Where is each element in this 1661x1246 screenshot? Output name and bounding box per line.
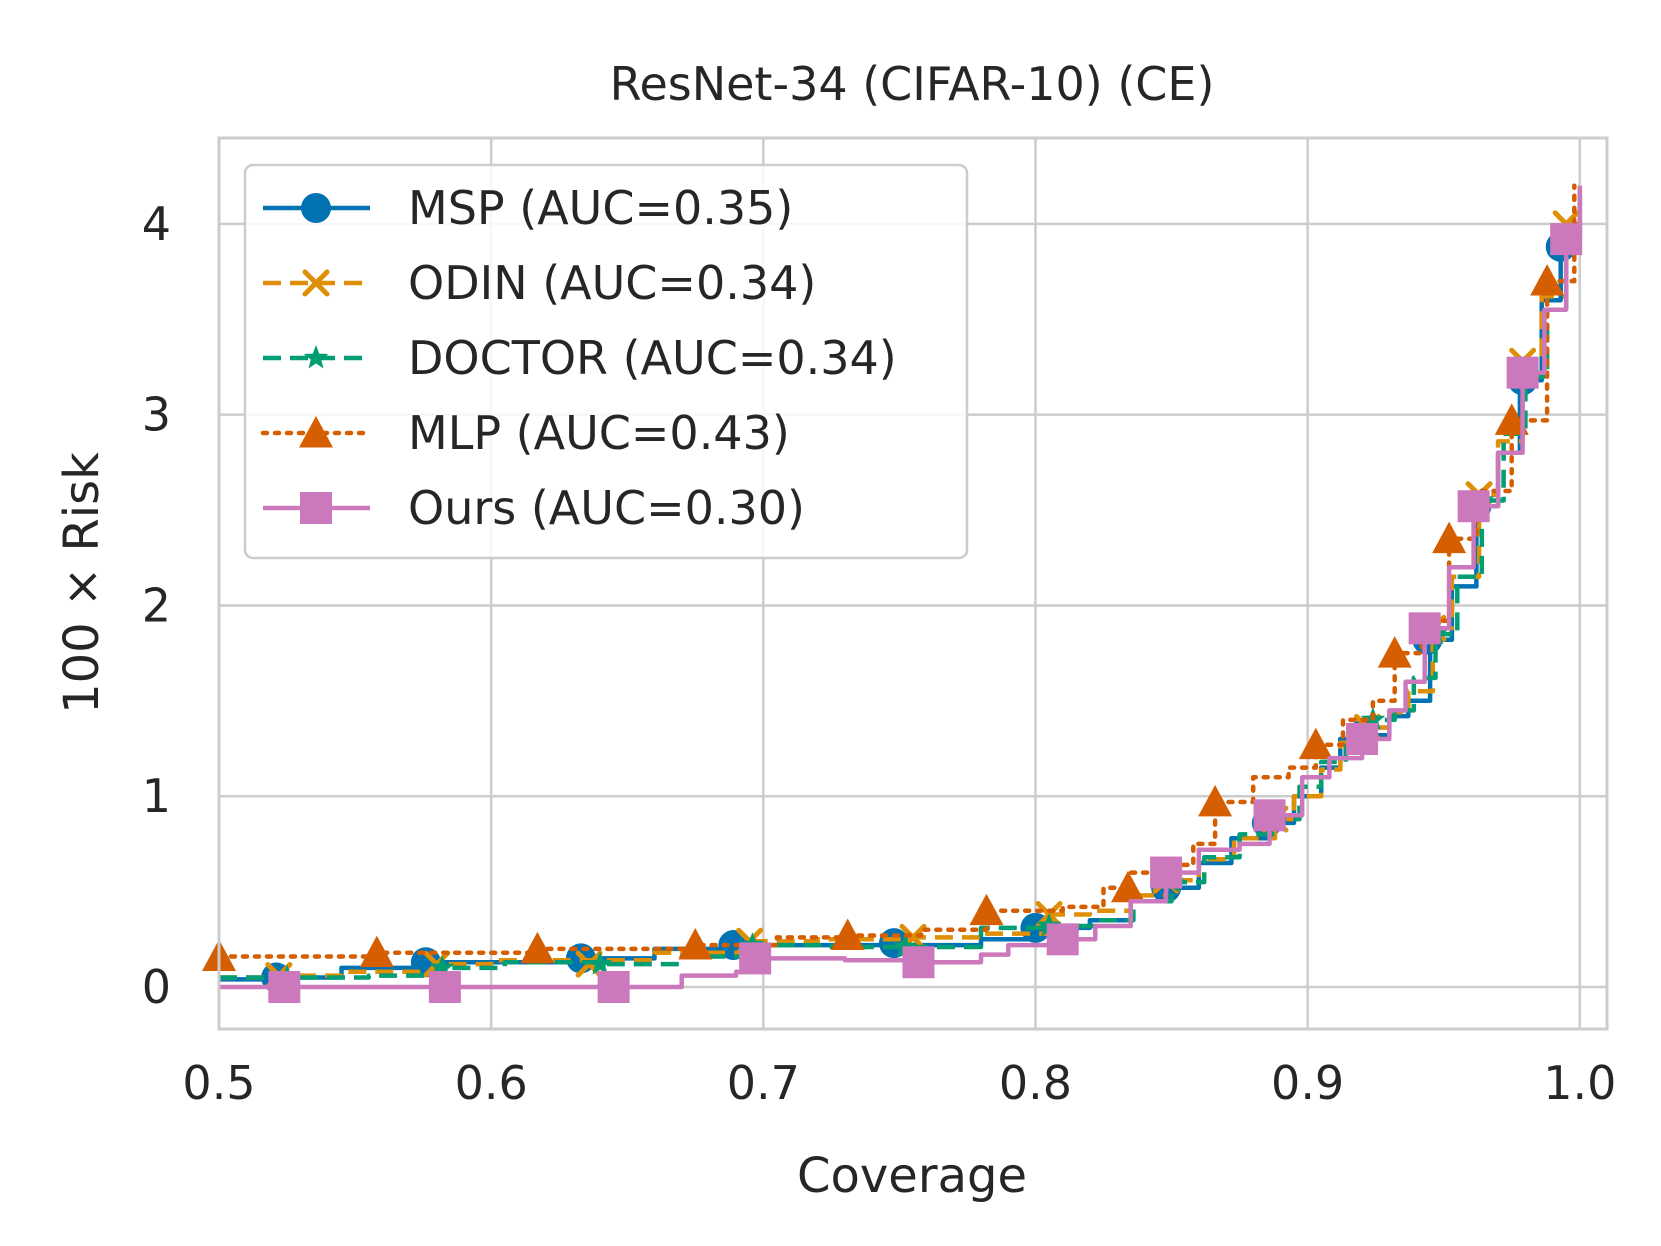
- legend-marker: [303, 345, 329, 369]
- data-point-marker: [1253, 799, 1286, 832]
- x-tick-label: 0.6: [455, 1056, 528, 1110]
- series-layer: [202, 181, 1583, 1004]
- y-tick-label: 2: [142, 578, 171, 632]
- data-point-marker: [1377, 636, 1412, 668]
- legend-label: Ours (AUC=0.30): [408, 481, 805, 535]
- legend-label: DOCTOR (AUC=0.34): [408, 331, 897, 385]
- data-point-marker: [429, 954, 455, 979]
- data-point-marker: [892, 934, 918, 958]
- data-point-marker: [1506, 356, 1539, 389]
- data-point-marker: [268, 971, 301, 1004]
- data-point-marker: [1198, 784, 1233, 817]
- legend-item: Ours (AUC=0.30): [263, 481, 805, 535]
- data-point-marker: [1494, 403, 1529, 435]
- data-point-marker: [739, 942, 772, 975]
- data-point-marker: [1408, 612, 1441, 645]
- y-tick-label: 4: [142, 197, 171, 251]
- data-point-marker: [1530, 264, 1565, 296]
- plot-frame: [217, 136, 1609, 1031]
- legend-label: MSP (AUC=0.35): [408, 181, 793, 235]
- legend-marker: [301, 193, 331, 223]
- x-tick-label: 1.0: [1543, 1056, 1616, 1110]
- data-point-marker: [597, 971, 630, 1004]
- legend-marker: [302, 269, 330, 297]
- legend: MSP (AUC=0.35) ODIN (AUC=0.34) DOCTOR (AUC…: [243, 163, 969, 560]
- data-point-marker: [678, 928, 713, 960]
- x-tick-label: 0.8: [999, 1056, 1072, 1110]
- legend-item: ODIN (AUC=0.34): [263, 256, 816, 310]
- legend-marker: [299, 416, 333, 448]
- legend-label: MLP (AUC=0.43): [408, 406, 790, 460]
- x-tick-label: 0.5: [182, 1056, 255, 1110]
- y-tick-label: 3: [142, 388, 171, 442]
- data-point-marker: [520, 931, 555, 964]
- data-point-marker: [969, 893, 1004, 926]
- data-point-marker: [830, 918, 865, 950]
- data-point-marker: [1346, 722, 1379, 755]
- y-tick-label: 0: [142, 960, 171, 1014]
- series-4: [219, 185, 1583, 1004]
- x-axis-ticks: 0.5 0.6 0.7 0.8 0.9 1.0: [182, 1056, 1616, 1110]
- data-point-marker: [359, 935, 394, 968]
- legend-label: ODIN (AUC=0.34): [408, 256, 816, 310]
- x-tick-label: 0.7: [727, 1056, 800, 1110]
- data-point-marker: [428, 971, 461, 1004]
- y-axis-label: 100 × Risk: [54, 452, 110, 714]
- data-point-marker: [1457, 490, 1490, 523]
- data-point-marker: [1150, 856, 1183, 889]
- data-point-marker: [902, 946, 935, 979]
- data-point-marker: [1550, 223, 1583, 256]
- legend-marker: [300, 492, 332, 524]
- x-tick-label: 0.9: [1271, 1056, 1344, 1110]
- data-point-marker: [1432, 521, 1467, 554]
- data-point-marker: [1046, 923, 1079, 956]
- series-line: [219, 189, 1583, 980]
- data-point-marker: [1111, 870, 1146, 903]
- x-axis-label: Coverage: [797, 1148, 1027, 1204]
- legend-item: MLP (AUC=0.43): [260, 406, 790, 460]
- y-tick-label: 1: [142, 769, 171, 823]
- chart-title: ResNet-34 (CIFAR-10) (CE): [610, 57, 1215, 111]
- legend-frame: [243, 163, 969, 560]
- legend-item: MSP (AUC=0.35): [263, 181, 793, 235]
- y-axis-ticks: 0 1 2 3 4: [142, 197, 171, 1014]
- data-point-marker: [1298, 727, 1333, 760]
- legend-item: DOCTOR (AUC=0.34): [263, 331, 897, 385]
- data-point-marker: [587, 951, 613, 975]
